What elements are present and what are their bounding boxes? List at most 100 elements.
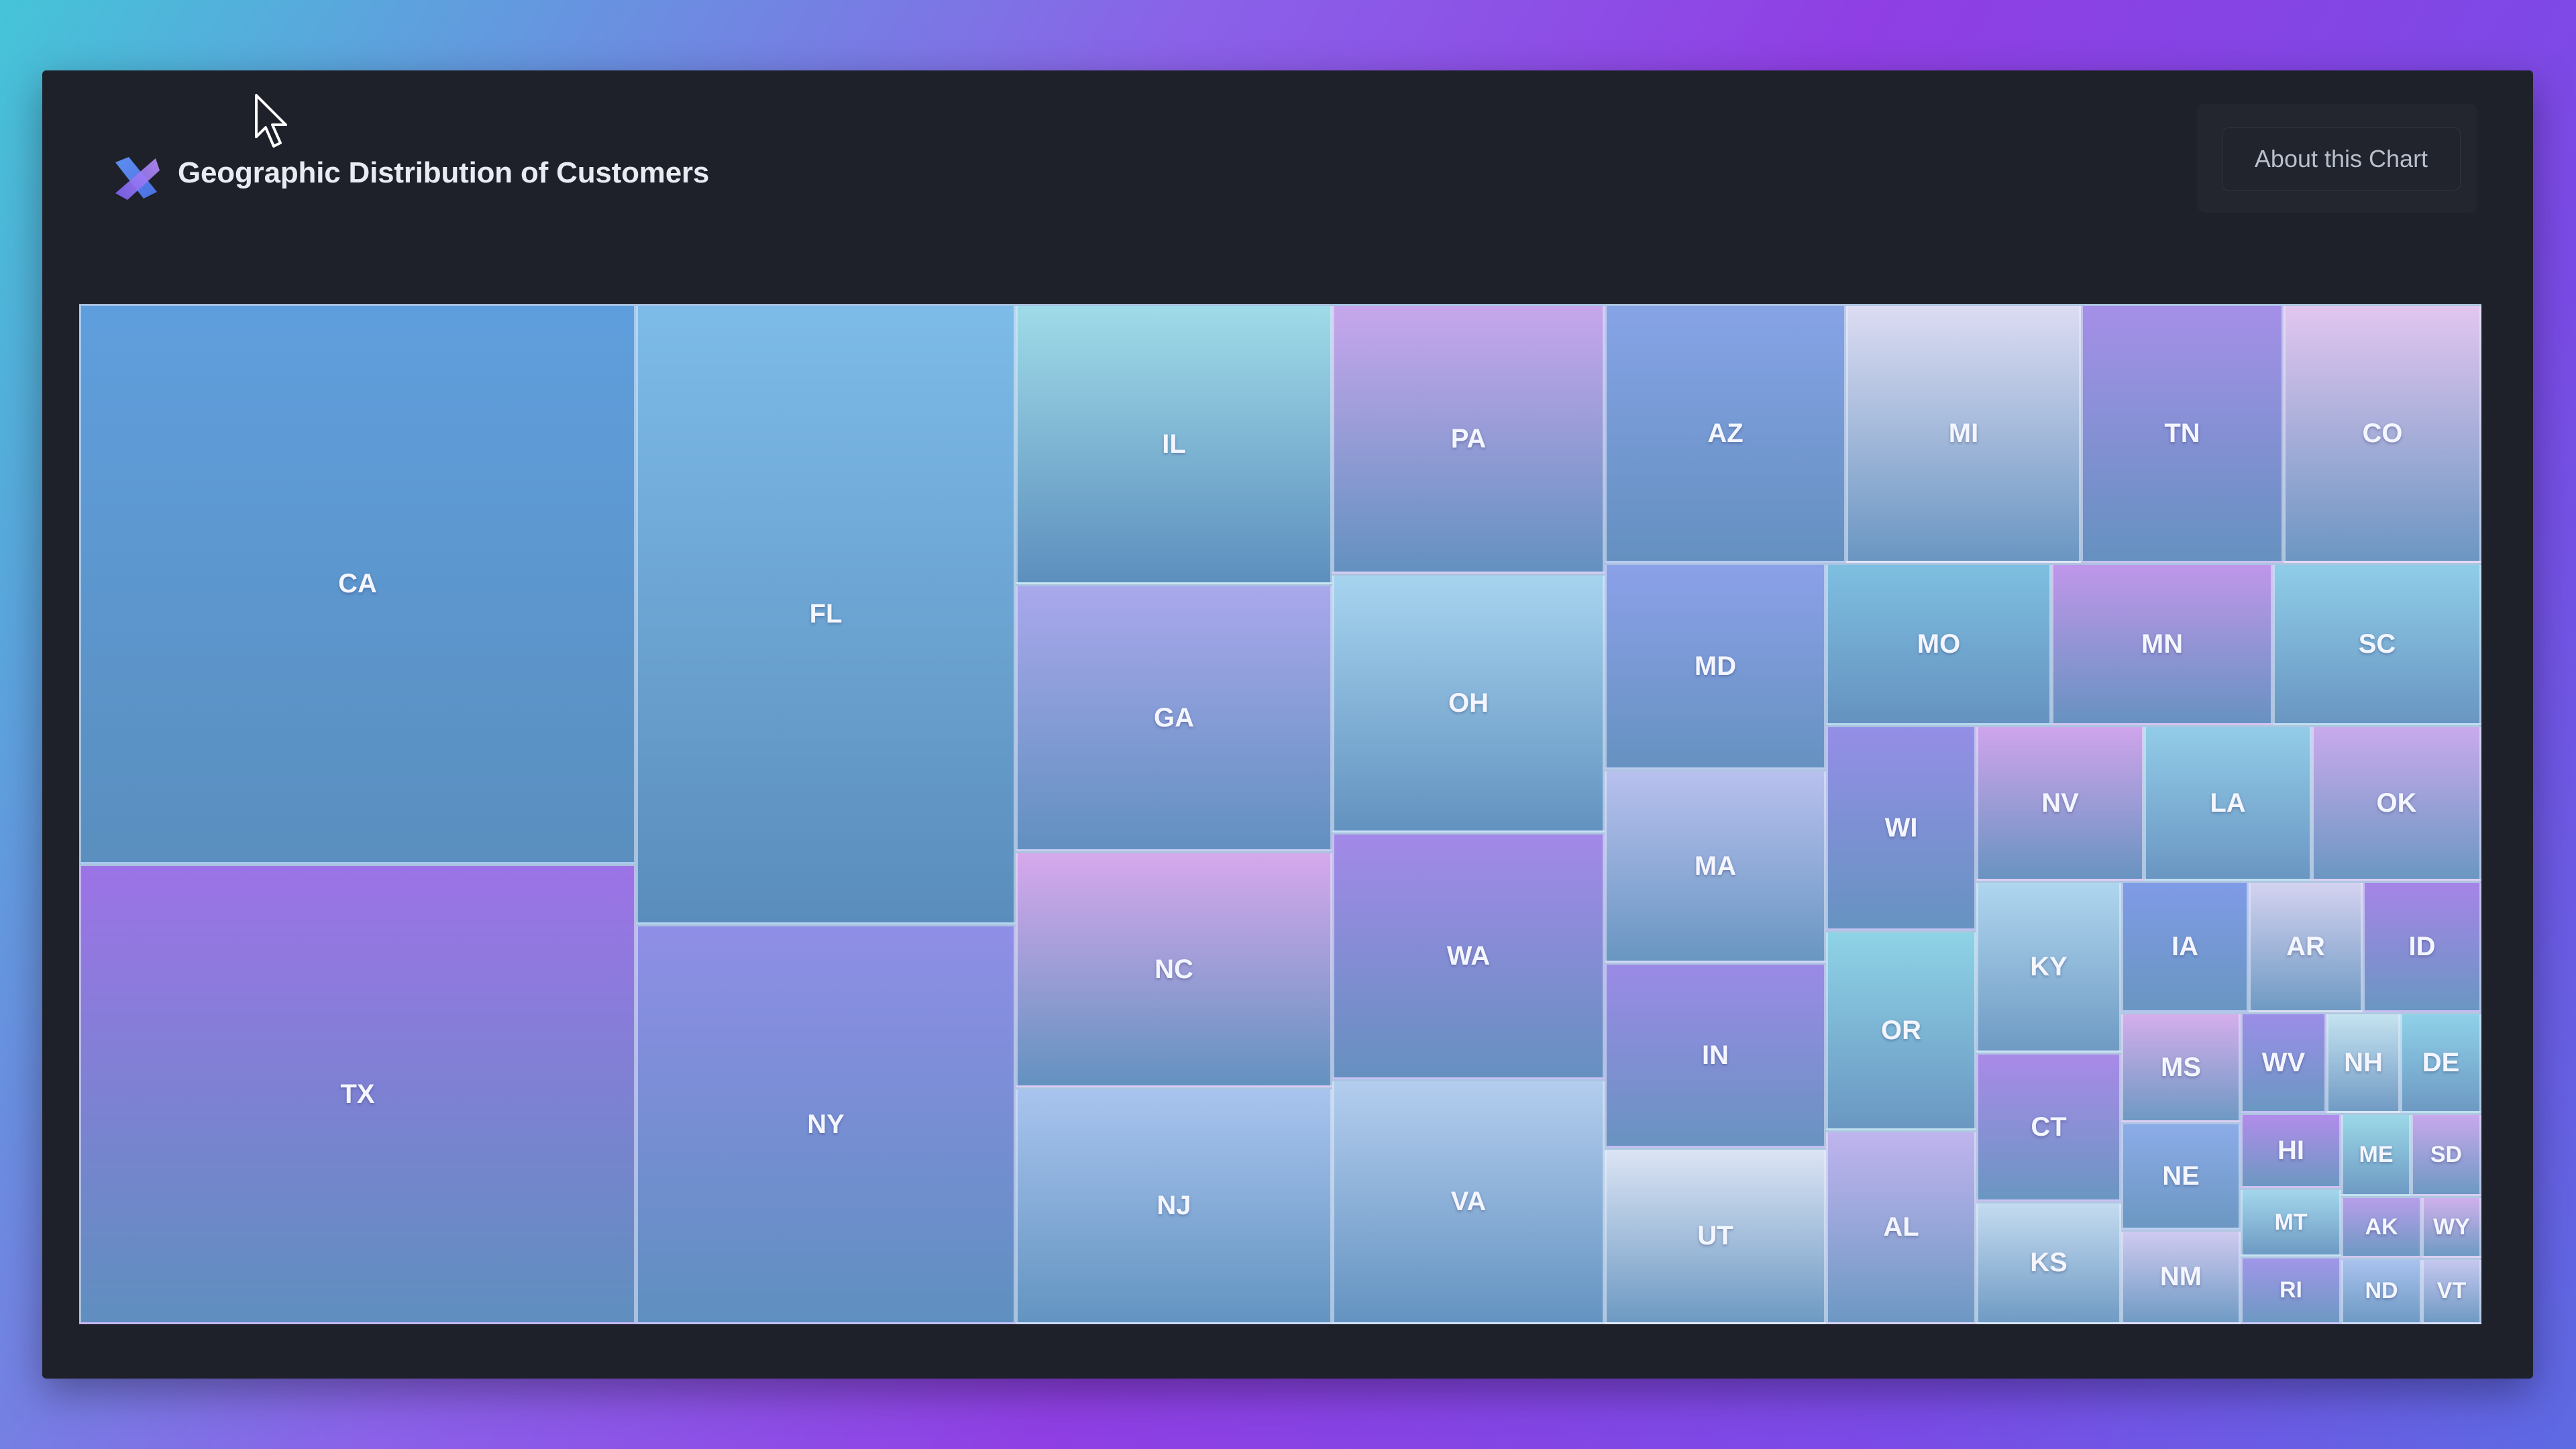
treemap-tile-de[interactable]: DE	[2400, 1012, 2481, 1113]
treemap-tile-nm[interactable]: NM	[2121, 1230, 2241, 1324]
treemap-tile-mn[interactable]: MN	[2051, 563, 2273, 725]
treemap-tile-or[interactable]: OR	[1826, 930, 1976, 1130]
treemap-tile-label: IL	[1162, 429, 1186, 459]
treemap-tile-label: NC	[1155, 954, 1193, 984]
about-chart-button[interactable]: About this Chart	[2222, 127, 2461, 191]
treemap-tile-label: MA	[1694, 851, 1737, 881]
treemap-tile-label: MN	[2141, 629, 2184, 659]
treemap-tile-hi[interactable]: HI	[2241, 1113, 2341, 1188]
treemap-tile-al[interactable]: AL	[1826, 1130, 1976, 1324]
treemap-tile-label: UT	[1697, 1221, 1733, 1250]
treemap-tile-ne[interactable]: NE	[2121, 1122, 2241, 1230]
treemap-tile-label: LA	[2210, 788, 2246, 818]
treemap-tile-ak[interactable]: AK	[2341, 1196, 2422, 1258]
treemap-tile-label: MT	[2274, 1209, 2308, 1235]
treemap-tile-label: ME	[2359, 1141, 2394, 1167]
treemap-tile-label: MD	[1694, 651, 1737, 681]
treemap-tile-label: WV	[2261, 1047, 2306, 1077]
treemap-tile-ri[interactable]: RI	[2241, 1256, 2341, 1324]
treemap-tile-label: IN	[1702, 1040, 1729, 1070]
treemap-tile-ct[interactable]: CT	[1976, 1053, 2121, 1201]
treemap-tile-fl[interactable]: FL	[636, 304, 1016, 924]
treemap-tile-nc[interactable]: NC	[1016, 851, 1332, 1087]
treemap-tile-label: DE	[2422, 1047, 2460, 1077]
treemap-tile-wv[interactable]: WV	[2241, 1012, 2326, 1113]
about-panel: About this Chart	[2197, 104, 2477, 213]
treemap-tile-label: ID	[2408, 931, 2436, 961]
treemap-tile-label: OR	[1881, 1015, 1921, 1045]
treemap-tile-ca[interactable]: CA	[79, 304, 636, 864]
treemap-tile-label: GA	[1154, 702, 1194, 733]
treemap-tile-pa[interactable]: PA	[1332, 304, 1605, 574]
treemap-tile-in[interactable]: IN	[1605, 963, 1826, 1148]
treemap-tile-label: TN	[2164, 418, 2200, 448]
treemap-tile-nh[interactable]: NH	[2326, 1012, 2400, 1113]
treemap-tile-label: WY	[2433, 1214, 2470, 1240]
treemap-tile-label: AZ	[1707, 418, 1743, 448]
treemap-tile-label: CT	[2031, 1112, 2067, 1142]
treemap-tile-label: CA	[338, 569, 377, 598]
treemap-tile-me[interactable]: ME	[2341, 1113, 2411, 1196]
treemap-tile-label: RI	[2279, 1277, 2302, 1303]
treemap-tile-label: AR	[2286, 931, 2325, 961]
treemap-tile-co[interactable]: CO	[2284, 304, 2481, 563]
treemap-tile-label: MS	[2161, 1052, 2201, 1082]
treemap-plot: CA TX FL NY IL GA NC NJ PA OH WA VA AZ MI TN CO MD MO MN SC…	[79, 304, 2481, 1324]
treemap-tile-label: CO	[2362, 418, 2403, 448]
treemap-tile-sc[interactable]: SC	[2273, 563, 2481, 725]
treemap-tile-label: NJ	[1157, 1191, 1191, 1220]
treemap-tile-vt[interactable]: VT	[2422, 1258, 2481, 1324]
treemap-tile-id[interactable]: ID	[2363, 881, 2481, 1012]
treemap-tile-il[interactable]: IL	[1016, 304, 1332, 584]
treemap-tile-ga[interactable]: GA	[1016, 584, 1332, 851]
treemap-tile-az[interactable]: AZ	[1605, 304, 1846, 563]
treemap-tile-va[interactable]: VA	[1332, 1079, 1605, 1324]
treemap-tile-label: PA	[1450, 423, 1487, 453]
treemap-tile-ok[interactable]: OK	[2312, 725, 2481, 881]
treemap-tile-mi[interactable]: MI	[1846, 304, 2081, 563]
treemap-tile-mt[interactable]: MT	[2241, 1188, 2341, 1256]
treemap-tile-md[interactable]: MD	[1605, 563, 1826, 769]
treemap-tile-ky[interactable]: KY	[1976, 881, 2121, 1053]
treemap-tile-label: SD	[2430, 1141, 2463, 1167]
treemap-tile-wy[interactable]: WY	[2422, 1196, 2481, 1258]
treemap-tile-label: WA	[1446, 941, 1491, 971]
treemap-tile-label: NM	[2159, 1262, 2202, 1291]
treemap-tile-wi[interactable]: WI	[1826, 725, 1976, 930]
treemap-tile-label: VA	[1450, 1187, 1487, 1216]
treemap-tile-ut[interactable]: UT	[1605, 1148, 1826, 1324]
treemap-tile-label: NE	[2162, 1161, 2200, 1191]
treemap-tile-ms[interactable]: MS	[2121, 1012, 2241, 1122]
treemap-tile-ma[interactable]: MA	[1605, 769, 1826, 963]
treemap-tile-label: AL	[1883, 1212, 1919, 1242]
treemap-tile-la[interactable]: LA	[2144, 725, 2312, 881]
treemap-tile-label: ND	[2365, 1278, 2398, 1303]
treemap-tile-ny[interactable]: NY	[636, 924, 1016, 1324]
treemap-tile-label: WI	[1884, 812, 1918, 843]
treemap-tile-nd[interactable]: ND	[2341, 1258, 2422, 1324]
treemap-tile-mo[interactable]: MO	[1826, 563, 2051, 725]
treemap-tile-wa[interactable]: WA	[1332, 833, 1605, 1079]
treemap-tile-ks[interactable]: KS	[1976, 1201, 2121, 1324]
treemap-tile-label: HI	[2277, 1135, 2304, 1165]
treemap-tile-nv[interactable]: NV	[1976, 725, 2144, 881]
treemap-tile-label: NV	[2041, 788, 2079, 818]
treemap-tile-ar[interactable]: AR	[2249, 881, 2363, 1012]
treemap-tile-label: VT	[2436, 1278, 2467, 1303]
treemap-tile-tn[interactable]: TN	[2081, 304, 2284, 563]
treemap-tile-label: MO	[1917, 629, 1961, 659]
treemap-tile-sd[interactable]: SD	[2411, 1113, 2481, 1196]
treemap-tile-label: NH	[2344, 1047, 2383, 1077]
treemap-tile-tx[interactable]: TX	[79, 864, 636, 1324]
treemap-tile-label: TX	[340, 1079, 375, 1109]
mouse-cursor-icon	[255, 94, 287, 148]
treemap-tile-label: IA	[2171, 931, 2198, 961]
page-title: Geographic Distribution of Customers	[178, 156, 710, 189]
treemap-tile-label: FL	[809, 599, 843, 629]
treemap-tile-oh[interactable]: OH	[1332, 574, 1605, 833]
treemap-tile-nj[interactable]: NJ	[1016, 1087, 1332, 1324]
treemap-tile-label: AK	[2365, 1214, 2398, 1240]
treemap-tile-ia[interactable]: IA	[2121, 881, 2249, 1012]
treemap-tile-label: KS	[2030, 1248, 2068, 1277]
treemap-tile-label: SC	[2358, 629, 2396, 659]
